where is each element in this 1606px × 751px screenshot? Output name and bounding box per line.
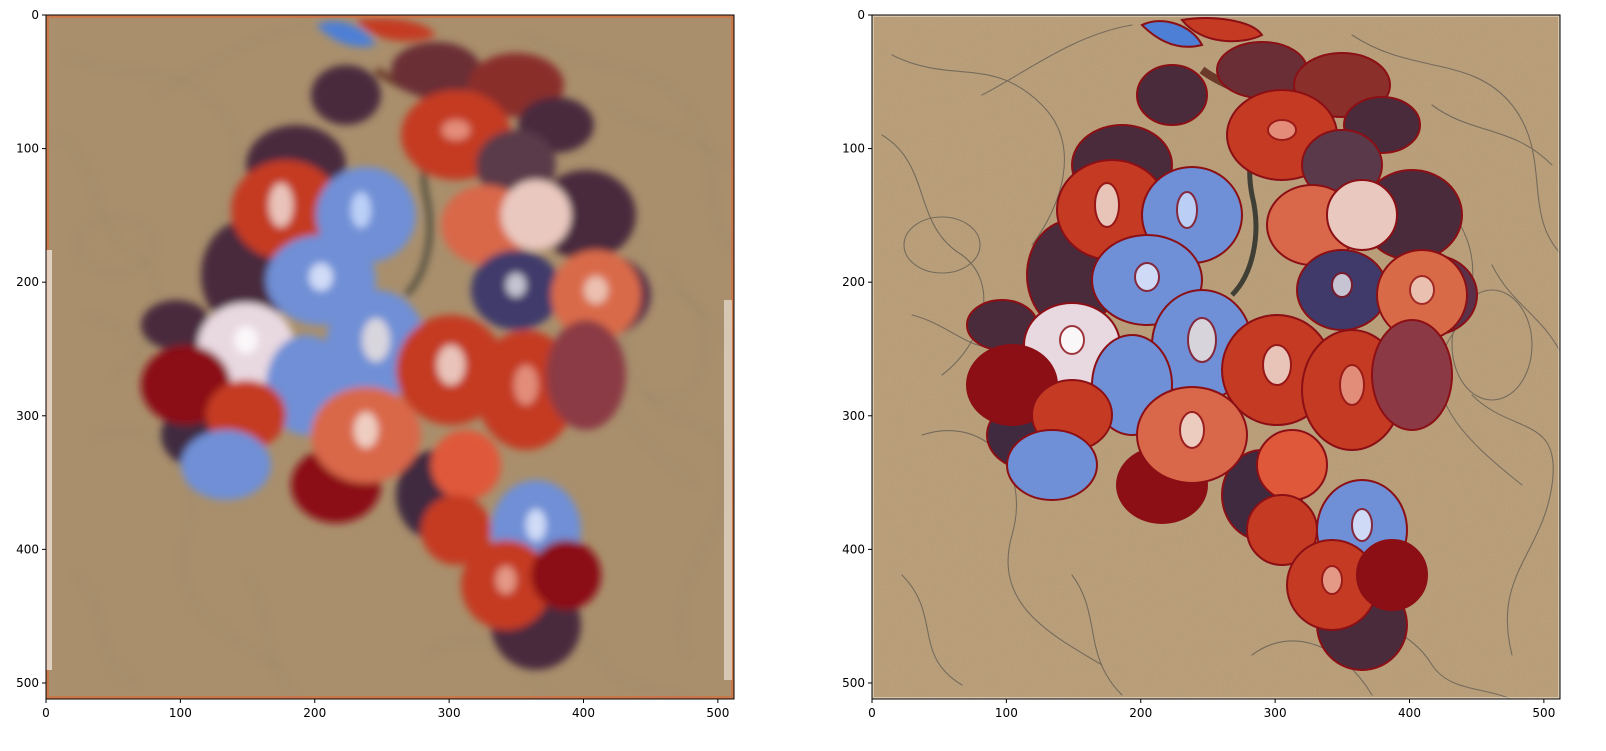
x-tick-label: 300 [438, 706, 461, 720]
y-tick-label: 100 [842, 142, 865, 156]
y-tick-label: 0 [857, 8, 865, 22]
y-tick-label: 100 [16, 142, 39, 156]
y-tick-label: 200 [16, 275, 39, 289]
left-axes: 0 100 200 300 400 500 0 100 200 300 400 500 [16, 8, 729, 720]
x-tick-label: 0 [868, 706, 876, 720]
x-tick-label: 300 [1264, 706, 1287, 720]
y-tick-label: 400 [16, 542, 39, 556]
left-image-panel [46, 15, 734, 699]
y-tick-label: 500 [842, 676, 865, 690]
y-tick-label: 400 [842, 542, 865, 556]
y-tick-label: 0 [31, 8, 39, 22]
x-tick-label: 0 [42, 706, 50, 720]
x-tick-label: 500 [706, 706, 729, 720]
y-tick-label: 300 [16, 409, 39, 423]
x-tick-label: 200 [1129, 706, 1152, 720]
y-tick-label: 500 [16, 676, 39, 690]
x-tick-label: 400 [1398, 706, 1421, 720]
x-tick-label: 100 [169, 706, 192, 720]
y-tick-label: 300 [842, 409, 865, 423]
x-tick-label: 100 [995, 706, 1018, 720]
x-tick-label: 400 [572, 706, 595, 720]
y-tick-label: 200 [842, 275, 865, 289]
x-tick-label: 200 [303, 706, 326, 720]
right-axes: 0 100 200 300 400 500 0 100 200 300 400 500 [842, 8, 1555, 720]
x-tick-label: 500 [1532, 706, 1555, 720]
right-image-panel [872, 15, 1560, 699]
